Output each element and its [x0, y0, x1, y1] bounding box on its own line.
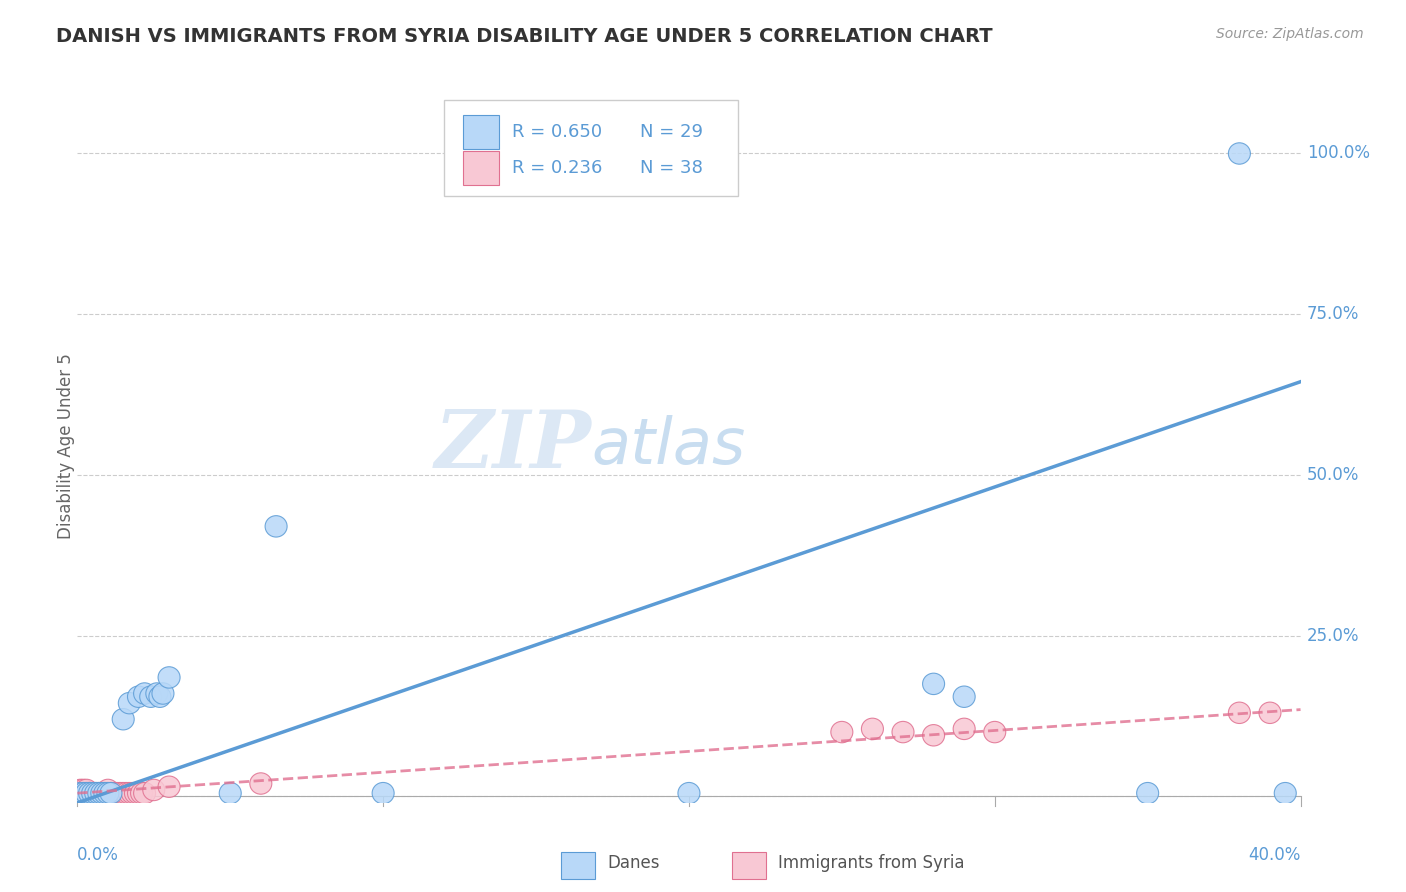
Text: ZIP: ZIP: [434, 408, 591, 484]
FancyBboxPatch shape: [561, 852, 595, 880]
Ellipse shape: [118, 692, 141, 714]
Ellipse shape: [266, 516, 287, 537]
Ellipse shape: [82, 782, 104, 804]
Text: Source: ZipAtlas.com: Source: ZipAtlas.com: [1216, 27, 1364, 41]
Text: 50.0%: 50.0%: [1306, 466, 1360, 484]
Ellipse shape: [678, 782, 700, 804]
Ellipse shape: [250, 772, 271, 794]
Ellipse shape: [69, 780, 91, 801]
Ellipse shape: [100, 782, 122, 804]
Ellipse shape: [891, 722, 914, 743]
Ellipse shape: [94, 782, 115, 804]
Ellipse shape: [103, 782, 125, 804]
Ellipse shape: [94, 782, 115, 804]
Ellipse shape: [953, 718, 976, 739]
Text: atlas: atlas: [591, 415, 745, 477]
Text: N = 38: N = 38: [640, 159, 703, 177]
Ellipse shape: [112, 782, 134, 804]
Ellipse shape: [87, 782, 110, 804]
Ellipse shape: [91, 782, 112, 804]
Ellipse shape: [79, 782, 101, 804]
FancyBboxPatch shape: [731, 852, 766, 880]
Ellipse shape: [1136, 782, 1159, 804]
Ellipse shape: [128, 686, 149, 707]
Ellipse shape: [76, 782, 97, 804]
Ellipse shape: [66, 782, 89, 804]
Ellipse shape: [922, 724, 945, 746]
Ellipse shape: [124, 782, 146, 804]
Ellipse shape: [73, 782, 94, 804]
Ellipse shape: [922, 673, 945, 695]
Ellipse shape: [128, 782, 149, 804]
Ellipse shape: [1229, 143, 1250, 164]
Ellipse shape: [115, 782, 138, 804]
Text: 40.0%: 40.0%: [1249, 846, 1301, 863]
Y-axis label: Disability Age Under 5: Disability Age Under 5: [58, 353, 75, 539]
Ellipse shape: [134, 682, 156, 704]
Ellipse shape: [1229, 702, 1250, 723]
Ellipse shape: [73, 780, 94, 801]
Ellipse shape: [831, 722, 853, 743]
Ellipse shape: [1274, 782, 1296, 804]
Text: 100.0%: 100.0%: [1306, 145, 1369, 162]
Ellipse shape: [862, 718, 883, 739]
Ellipse shape: [121, 782, 143, 804]
Text: 75.0%: 75.0%: [1306, 305, 1360, 323]
Ellipse shape: [146, 682, 167, 704]
Ellipse shape: [1258, 702, 1281, 723]
Ellipse shape: [152, 682, 174, 704]
Ellipse shape: [134, 782, 156, 804]
Ellipse shape: [984, 722, 1005, 743]
Ellipse shape: [76, 782, 97, 804]
Ellipse shape: [149, 686, 172, 707]
Ellipse shape: [112, 708, 134, 730]
Ellipse shape: [73, 782, 94, 804]
Ellipse shape: [87, 782, 110, 804]
Ellipse shape: [69, 782, 91, 804]
Ellipse shape: [157, 776, 180, 797]
Text: N = 29: N = 29: [640, 123, 703, 141]
FancyBboxPatch shape: [463, 115, 499, 149]
Ellipse shape: [953, 686, 976, 707]
Ellipse shape: [157, 666, 180, 688]
Ellipse shape: [76, 780, 97, 801]
Text: Danes: Danes: [607, 855, 659, 872]
Ellipse shape: [219, 782, 242, 804]
Ellipse shape: [69, 782, 91, 804]
Ellipse shape: [100, 782, 122, 804]
Ellipse shape: [143, 780, 165, 801]
Ellipse shape: [105, 782, 128, 804]
Ellipse shape: [84, 782, 107, 804]
Text: 25.0%: 25.0%: [1306, 627, 1360, 645]
Ellipse shape: [131, 782, 153, 804]
Text: Immigrants from Syria: Immigrants from Syria: [779, 855, 965, 872]
Ellipse shape: [97, 780, 120, 801]
Ellipse shape: [97, 782, 120, 804]
Ellipse shape: [139, 686, 162, 707]
Ellipse shape: [82, 782, 104, 804]
Ellipse shape: [79, 782, 101, 804]
Text: DANISH VS IMMIGRANTS FROM SYRIA DISABILITY AGE UNDER 5 CORRELATION CHART: DANISH VS IMMIGRANTS FROM SYRIA DISABILI…: [56, 27, 993, 45]
Text: R = 0.650: R = 0.650: [512, 123, 602, 141]
FancyBboxPatch shape: [444, 100, 738, 196]
Ellipse shape: [110, 782, 131, 804]
Ellipse shape: [118, 782, 141, 804]
Ellipse shape: [97, 782, 120, 804]
Ellipse shape: [91, 782, 112, 804]
Ellipse shape: [373, 782, 394, 804]
FancyBboxPatch shape: [463, 151, 499, 185]
Text: R = 0.236: R = 0.236: [512, 159, 602, 177]
Ellipse shape: [84, 782, 107, 804]
Text: 0.0%: 0.0%: [77, 846, 120, 863]
